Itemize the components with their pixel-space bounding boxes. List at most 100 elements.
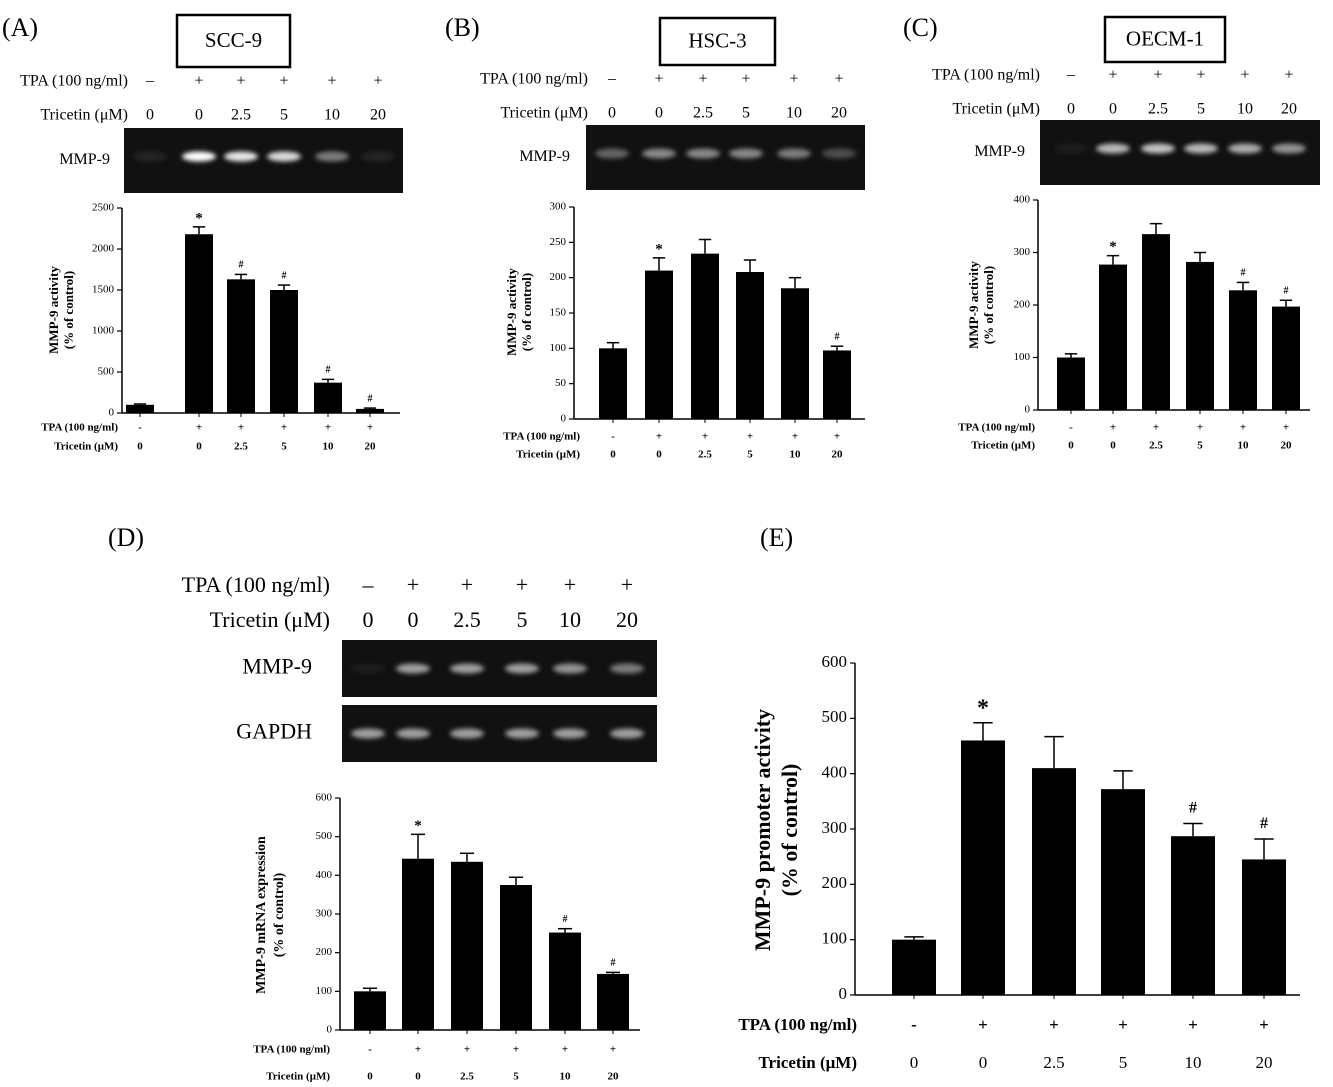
y-axis-label: MMP-9 activity [504,268,519,356]
gel-image [586,125,865,190]
significance-mark: # [282,270,287,281]
y-tick-label: 500 [98,366,115,378]
significance-mark: # [1284,286,1289,297]
y-tick-label: 2000 [92,243,115,255]
title-box [175,13,292,69]
gel-band [351,728,385,739]
condition-value: 10 [323,441,335,453]
gel-image [342,705,657,762]
panel-title: SCC-9 [205,28,262,52]
condition-value: + [281,422,287,434]
bar [500,885,532,1030]
bar [549,932,581,1030]
condition-label: TPA (100 ng/ml) [503,431,580,443]
bar [691,253,719,419]
gel-band [686,148,720,159]
bar [645,270,673,419]
treatment-value: + [327,73,336,90]
gel-band [1272,143,1306,154]
y-tick-label: 2500 [92,202,115,214]
y-tick-label: 100 [822,929,848,948]
treatment-label: TPA (100 ng/ml) [20,73,128,90]
gel-band [396,728,430,739]
bar [781,288,809,419]
y-tick-label: 0 [327,1024,333,1036]
gel-band [505,663,539,674]
treatment-label: TPA (100 ng/ml) [932,67,1040,84]
condition-label: Tricetin (μM) [758,1053,857,1072]
gel-image [1040,120,1320,185]
condition-value: 10 [560,1071,572,1083]
gel-band [1096,143,1130,154]
condition-value: 0 [415,1071,421,1083]
condition-value: + [1110,422,1116,434]
condition-value: 5 [281,441,287,453]
y-axis-label: (% of control) [777,764,802,897]
gel-band [351,663,385,674]
treatment-value: 2.5 [231,107,251,124]
y-tick-label: 50 [555,377,567,389]
condition-label: TPA (100 ng/ml) [253,1044,330,1056]
gel-image [342,640,657,697]
bar [1057,357,1085,410]
condition-value: + [656,431,662,443]
treatment-value: + [621,572,633,597]
treatment-value: 2.5 [453,607,481,632]
gel-band [553,728,587,739]
bar [1272,306,1300,410]
treatment-value: + [654,71,663,88]
condition-label: TPA (100 ng/ml) [738,1015,857,1034]
significance-mark: * [414,818,422,834]
y-tick-label: 100 [316,985,333,997]
bar [597,973,629,1030]
condition-value: 5 [747,449,753,461]
significance-mark: # [239,260,244,271]
y-tick-label: 300 [316,908,333,920]
gel-band [595,148,629,159]
y-tick-label: 200 [822,873,848,892]
condition-label: TPA (100 ng/ml) [958,422,1035,434]
treatment-value: + [373,73,382,90]
treatment-value: + [461,572,473,597]
condition-value: 2.5 [234,441,248,453]
y-tick-label: 1000 [92,325,115,337]
panel: (B) HSC-3 TPA (100 ng/ml) – + + + + + Tricetin (μ… [445,13,865,461]
significance-mark: * [655,241,663,257]
condition-value: 2.5 [1149,440,1163,452]
treatment-value: 20 [1281,101,1297,118]
y-axis-label: (% of control) [981,266,996,344]
panel: (C) OECM-1 TPA (100 ng/ml) – + + + + + Tricetin (… [903,13,1320,452]
condition-value: 0 [196,441,202,453]
condition-value: + [1153,422,1159,434]
y-tick-label: 500 [316,830,333,842]
treatment-value: 0 [408,607,419,632]
panel-label: (D) [108,523,144,552]
condition-value: - [138,422,142,434]
condition-value: + [325,422,331,434]
treatment-value: + [564,572,576,597]
treatment-value: 0 [1109,101,1117,118]
treatment-value: 5 [517,607,528,632]
gel-band-label: MMP-9 [59,151,110,168]
gel-band [361,151,395,162]
treatment-label: TPA (100 ng/ml) [480,71,588,88]
condition-value: 0 [1110,440,1116,452]
condition-value: 20 [832,449,844,461]
condition-value: 20 [1281,440,1293,452]
condition-value: + [702,431,708,443]
treatment-value: + [236,73,245,90]
condition-value: + [415,1044,421,1056]
condition-label: TPA (100 ng/ml) [41,422,118,434]
y-axis-label: (% of control) [61,271,76,349]
condition-value: - [911,1015,917,1034]
title-box [1103,15,1227,64]
significance-mark: # [1241,268,1246,279]
treatment-value: 5 [742,105,750,122]
treatment-value: 10 [559,607,581,632]
treatment-value: + [1153,67,1162,84]
condition-value: - [1069,422,1073,434]
gel-band [1228,143,1262,154]
gel-band-label: MMP-9 [519,148,570,165]
significance-mark: # [326,365,331,376]
